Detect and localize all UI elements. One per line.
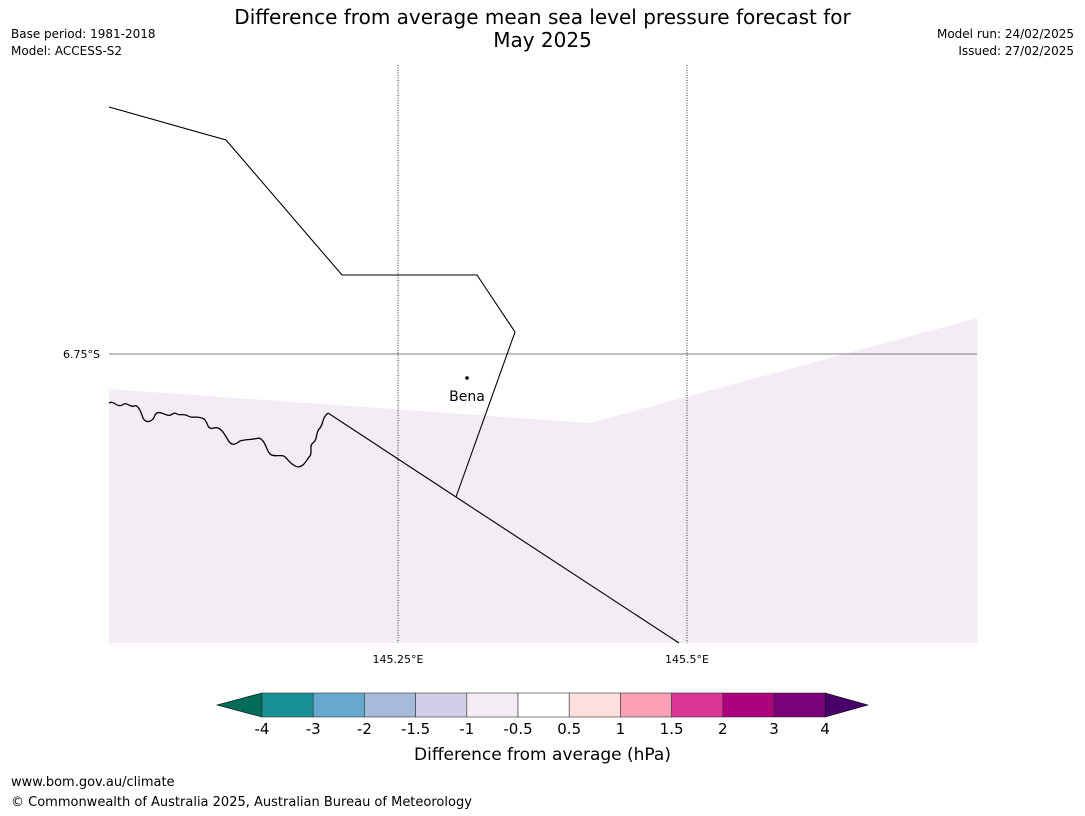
title-line-1: Difference from average mean sea level p…	[234, 5, 851, 29]
colorbar-segment	[261, 692, 314, 718]
province-border-diagonal	[327, 412, 680, 644]
colorbar-segment	[671, 692, 724, 718]
colorbar-tick-label: 1.5	[659, 720, 684, 738]
anomaly-shading	[109, 318, 977, 643]
colorbar-low-extension	[215, 692, 263, 718]
colorbar-segment	[568, 692, 621, 718]
colorbar-tick-label: -1.5	[400, 720, 431, 738]
colorbar-tick-label: 0.5	[557, 720, 582, 738]
lat-label-6-75s: 6.75°S	[63, 348, 100, 361]
colorbar-segment	[517, 692, 570, 718]
bena-label: Bena	[449, 389, 485, 405]
issued-text: Issued: 27/02/2025	[958, 44, 1074, 58]
colorbar-label: Difference from average (hPa)	[414, 745, 671, 765]
colorbar-segment	[312, 692, 365, 718]
colorbar-tick-label: 4	[820, 720, 830, 738]
colorbar-tick-label: -2	[356, 720, 372, 738]
header-right: Model run: 24/02/2025 Issued: 27/02/2025	[937, 26, 1074, 60]
model-text: Model: ACCESS-S2	[11, 44, 123, 58]
bena-marker	[465, 376, 469, 380]
colorbar-tick-label: -0.5	[503, 720, 533, 738]
title-line-2: May 2025	[493, 28, 592, 52]
footer-url: www.bom.gov.au/climate	[11, 775, 175, 790]
colorbar-tick-label: -1	[459, 720, 475, 738]
colorbar	[215, 692, 870, 718]
lon-label-145-5e: 145.5°E	[665, 653, 709, 666]
colorbar-tick-label: -4	[254, 720, 270, 738]
colorbar-high-extension	[824, 692, 870, 718]
colorbar-tick-label: 1	[615, 720, 626, 738]
colorbar-segment	[415, 692, 468, 718]
colorbar-segment	[364, 692, 416, 718]
map-title: Difference from average mean sea level p…	[0, 6, 1085, 52]
colorbar-tick-label: 3	[769, 720, 779, 738]
colorbar-segment	[722, 692, 775, 718]
footer-copyright: © Commonwealth of Australia 2025, Austra…	[11, 795, 472, 810]
colorbar-segment	[620, 692, 672, 718]
model-run-text: Model run: 24/02/2025	[936, 27, 1074, 41]
colorbar-segment	[466, 692, 519, 718]
province-border	[108, 106, 516, 498]
colorbar-tick-label: 2	[718, 720, 728, 738]
lon-label-145-25e: 145.25°E	[373, 653, 424, 666]
colorbar-segment	[773, 692, 826, 718]
header-left: Base period: 1981-2018 Model: ACCESS-S2	[11, 26, 156, 60]
river-line	[108, 401, 329, 468]
base-period-text: Base period: 1981-2018	[11, 27, 156, 41]
colorbar-tick-label: -3	[305, 720, 321, 738]
